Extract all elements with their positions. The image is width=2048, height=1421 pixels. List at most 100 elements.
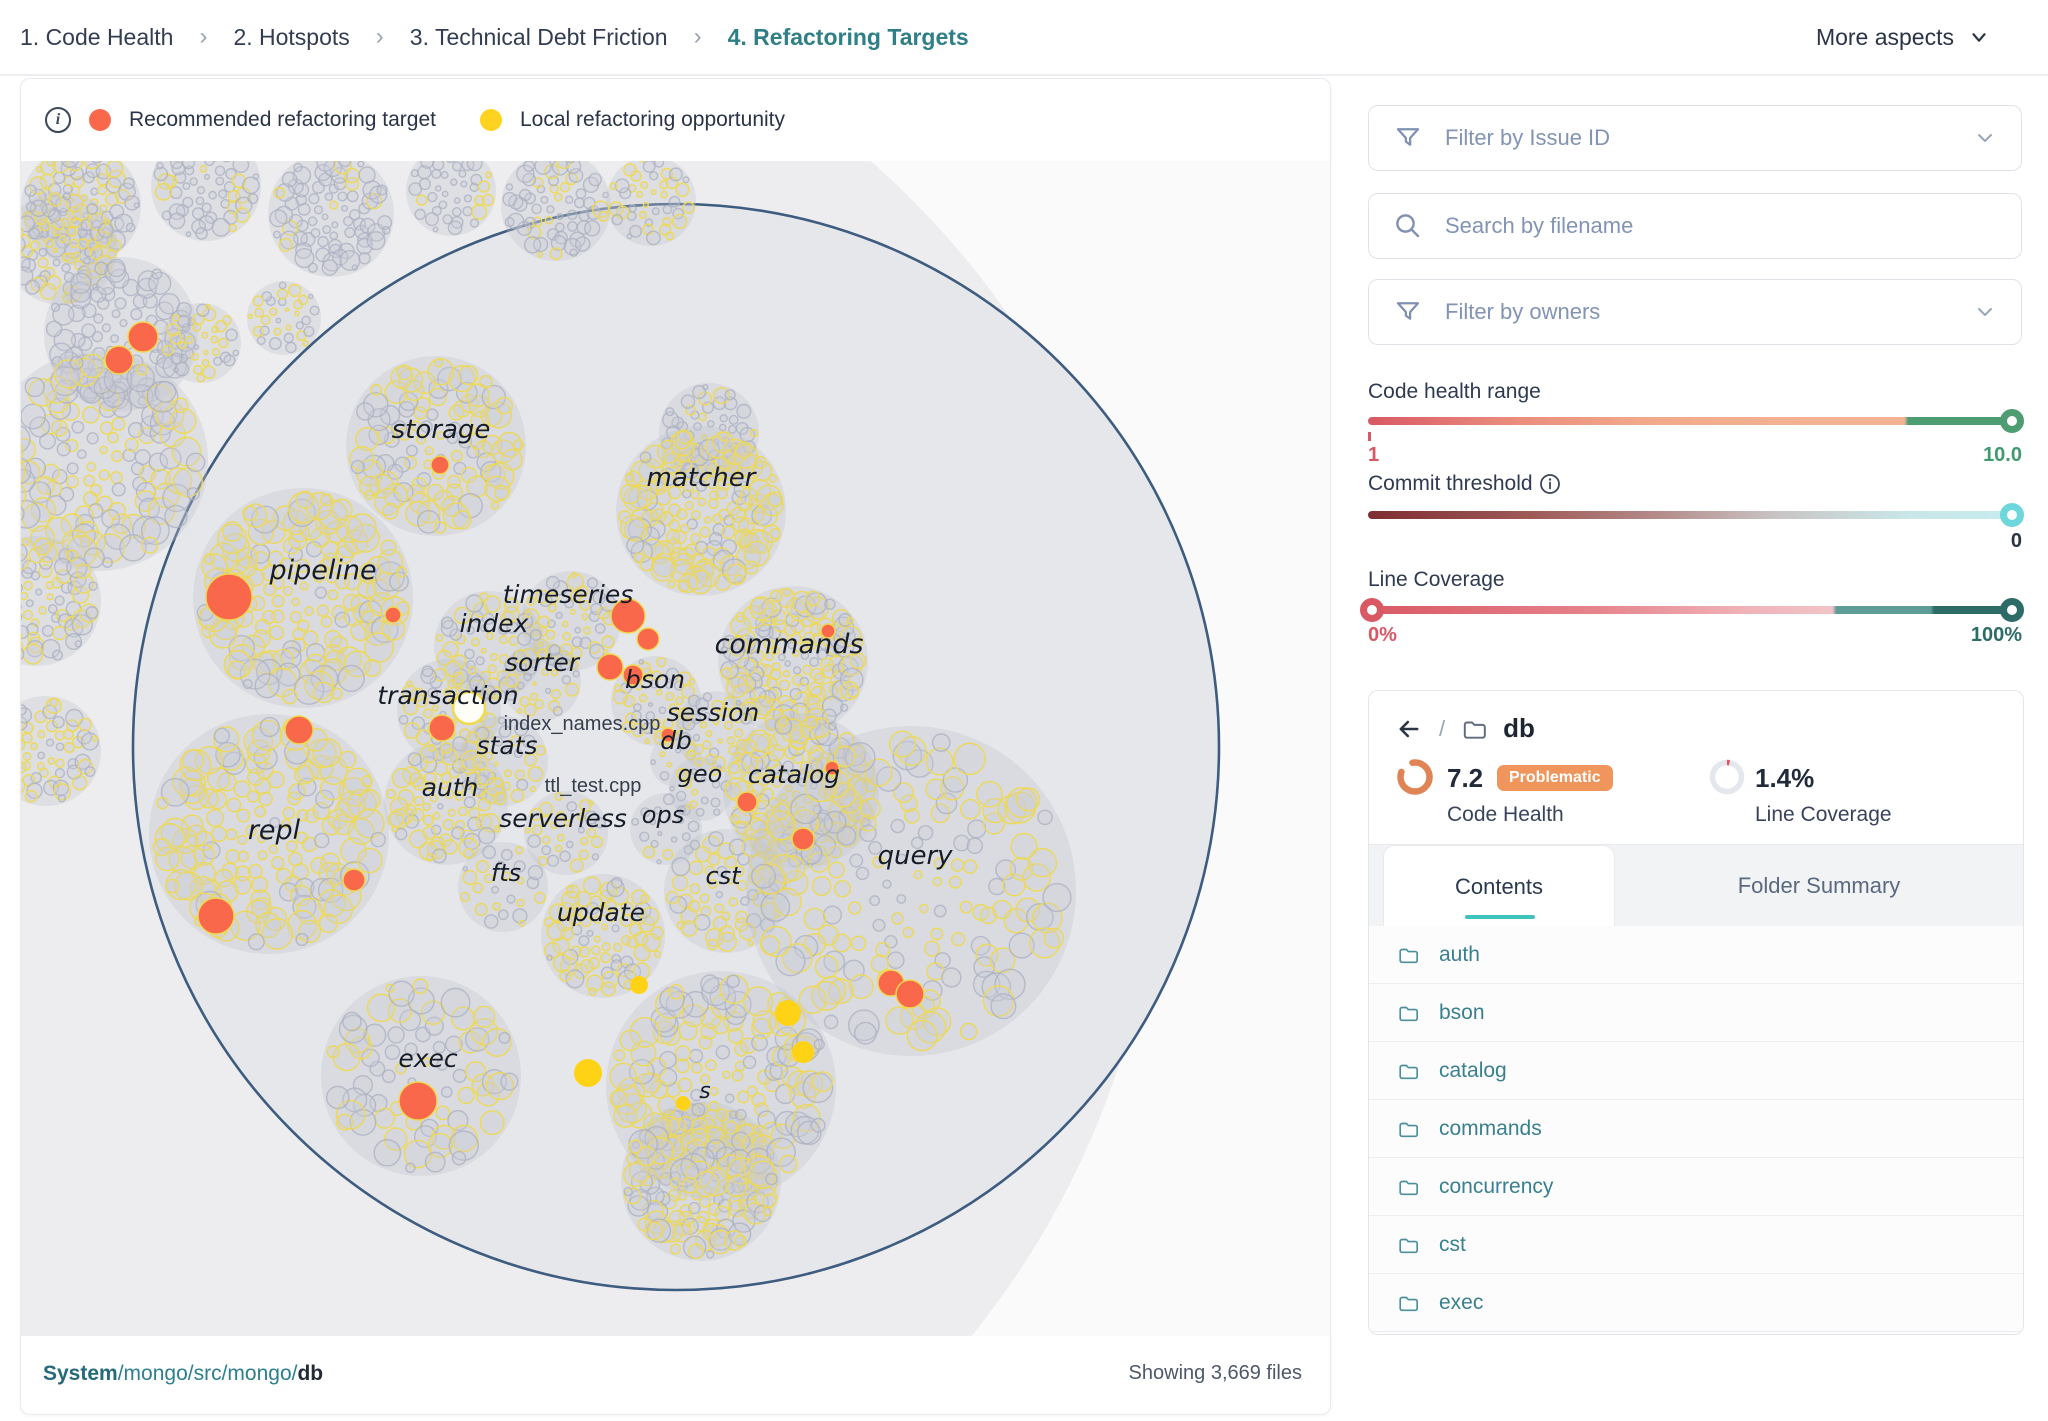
code-health-range-track[interactable] [1368,417,2022,425]
folder-row-catalog[interactable]: catalog [1369,1042,2023,1100]
highlighted-file-dot[interactable] [451,690,487,726]
cluster-sorter[interactable] [501,641,581,721]
recommended-target-dot[interactable] [622,664,644,686]
recommended-target-dot[interactable] [596,653,624,681]
recommended-target-dot[interactable] [660,727,676,743]
cluster-label-update: update [557,898,645,927]
recommended-target-dot[interactable] [127,321,159,353]
filter-filter-by-owners[interactable] [1368,279,2022,345]
cluster-unnamed[interactable] [21,696,101,806]
code-health-max-value: 10.0 [1983,444,2022,466]
files-count: Showing 3,669 files [1128,1362,1302,1384]
local-opportunity-dot[interactable] [676,1096,690,1110]
cluster-label-exec: exec [398,1044,458,1073]
recommended-target-dot[interactable] [428,714,456,742]
line-coverage-track[interactable] [1368,606,2022,614]
cluster-timeseries[interactable] [521,571,621,671]
cluster-unnamed[interactable] [247,281,321,355]
recommended-target-dot[interactable] [205,573,253,621]
line-coverage-min-handle[interactable] [1360,598,1384,622]
line-coverage-max-handle[interactable] [2000,598,2024,622]
recommended-target-dot[interactable] [197,897,235,935]
tab-contents[interactable]: Contents [1383,845,1615,927]
cluster-unnamed[interactable] [268,161,394,277]
cluster-commands[interactable] [718,586,868,736]
local-opportunity-dot[interactable] [630,976,648,994]
recommended-target-dot[interactable] [104,345,134,375]
recommended-target-dot[interactable] [384,606,402,624]
cluster-transaction[interactable] [397,659,501,763]
path-breadcrumb[interactable]: System/mongo/src/mongo/db [43,1362,323,1386]
filter-input[interactable] [1445,125,1951,151]
cluster-unnamed[interactable] [161,303,241,383]
filter-filter-by-issue-id[interactable] [1368,105,2022,171]
back-arrow-icon[interactable] [1395,715,1423,743]
recommended-target-dot[interactable] [430,455,450,475]
filter-input[interactable] [1445,299,1951,325]
cluster-pipeline[interactable] [193,488,413,708]
commit-threshold-handle[interactable] [2000,503,2024,527]
recommended-target-dot [89,109,111,131]
cluster-serverless[interactable] [524,791,608,875]
recommended-target-dot[interactable] [791,827,815,851]
recommended-target-dot[interactable] [284,715,314,745]
cluster-update[interactable] [541,874,665,998]
recommended-target-dot[interactable] [820,623,836,639]
folder-row-auth[interactable]: auth [1369,926,2023,984]
cluster-unnamed[interactable] [21,536,101,666]
cluster-matcher[interactable] [616,426,786,596]
cluster-fts[interactable] [458,842,548,932]
folder-detail-card: / db 7.2 Problematic Code Health 1.4% Li… [1368,690,2024,1335]
recommended-target-dot[interactable] [824,760,840,776]
folder-row-cst[interactable]: cst [1369,1216,2023,1274]
info-icon[interactable]: i [45,107,71,133]
cluster-label-query: query [877,841,953,871]
cluster-ops[interactable] [630,793,702,865]
cluster-geo[interactable] [669,757,733,821]
cluster-label-geo: geo [678,760,723,788]
local-opportunity-dot[interactable] [792,1041,814,1063]
search-input[interactable] [1445,213,1997,239]
cluster-repl[interactable] [149,714,389,954]
cluster-query[interactable] [746,726,1076,1056]
folder-row-commands[interactable]: commands [1369,1100,2023,1158]
local-opportunity-dot[interactable] [775,1000,801,1026]
folder-row-exec[interactable]: exec [1369,1274,2023,1332]
folder-row-label: exec [1439,1290,1484,1314]
recommended-target-dot[interactable] [342,868,366,892]
path-mid[interactable]: /mongo/src/mongo/ [117,1362,298,1385]
cluster-unnamed[interactable] [151,161,261,241]
recommended-target-dot[interactable] [895,979,925,1009]
recommended-target-dot[interactable] [610,598,646,634]
nav-item-1[interactable]: 1. Code Health [20,23,174,50]
cluster-auth[interactable] [384,741,508,865]
cluster-exec[interactable] [321,976,521,1176]
filter-search-by-filename[interactable] [1368,193,2022,259]
cluster-unnamed[interactable] [501,161,611,261]
folder-icon [1399,948,1418,963]
nav-item-3[interactable]: 3. Technical Debt Friction [409,23,668,50]
recommended-target-dot[interactable] [636,627,660,651]
cluster-storage[interactable] [346,356,526,536]
tab-folder-summary[interactable]: Folder Summary [1615,845,2023,927]
recommended-target-dot[interactable] [398,1081,438,1121]
code-health-max-handle[interactable] [2000,409,2024,433]
folder-row-concurrency[interactable]: concurrency [1369,1158,2023,1216]
commit-threshold-track[interactable] [1368,511,2022,519]
nav-item-4[interactable]: 4. Refactoring Targets [727,23,969,50]
folder-icon [1399,1006,1418,1021]
cluster-unnamed[interactable] [21,351,208,571]
local-opportunity-dot[interactable] [574,1059,602,1087]
recommended-target-dot[interactable] [736,791,758,813]
folder-row-bson[interactable]: bson [1369,984,2023,1042]
cluster-cst[interactable] [664,829,788,953]
cluster-unnamed[interactable] [606,161,696,246]
nav-item-2[interactable]: 2. Hotspots [233,23,350,50]
info-icon[interactable] [1538,472,1562,496]
line-coverage-slider-label: Line Coverage [1368,568,1505,591]
more-aspects-button[interactable]: More aspects [1816,0,1990,74]
cluster-label-db: db [660,726,692,755]
path-root[interactable]: System [43,1362,118,1385]
cluster-unnamed[interactable] [406,161,496,236]
